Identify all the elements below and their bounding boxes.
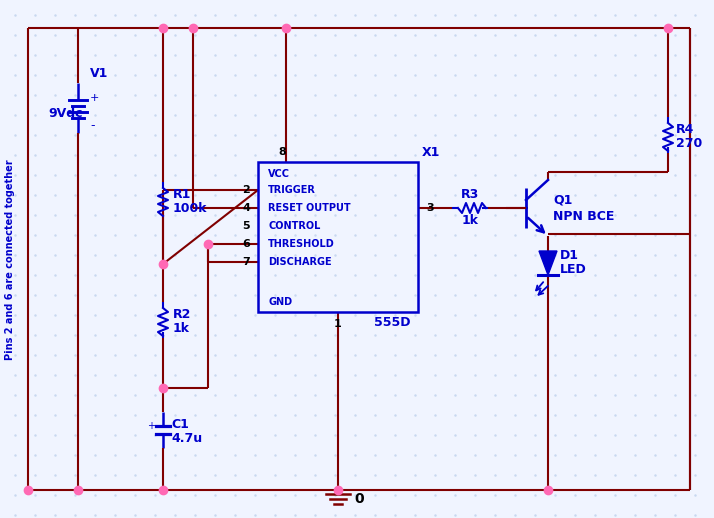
Polygon shape	[539, 251, 557, 275]
Text: Pins 2 and 6 are connected together: Pins 2 and 6 are connected together	[5, 160, 15, 361]
Text: 8: 8	[278, 147, 286, 157]
Text: 5: 5	[242, 221, 250, 231]
Text: 1: 1	[334, 319, 342, 329]
Text: 100k: 100k	[173, 202, 208, 214]
Text: 555D: 555D	[373, 315, 410, 328]
Text: Q1: Q1	[553, 194, 573, 207]
Text: V1: V1	[90, 66, 109, 79]
Text: 7: 7	[242, 257, 250, 267]
Bar	[258, 162, 418, 312]
Text: 1k: 1k	[461, 213, 478, 226]
Text: VCC: VCC	[268, 169, 290, 179]
Text: 1k: 1k	[173, 322, 190, 335]
Text: CONTROL: CONTROL	[268, 221, 321, 231]
Text: R1: R1	[173, 188, 191, 200]
Text: DISCHARGE: DISCHARGE	[268, 257, 331, 267]
Text: 4.7u: 4.7u	[171, 431, 202, 444]
Text: X1: X1	[422, 146, 441, 159]
Text: +: +	[147, 421, 155, 431]
Text: 6: 6	[242, 239, 250, 249]
Text: NPN BCE: NPN BCE	[553, 209, 614, 223]
Text: -: -	[90, 120, 94, 133]
Text: 2: 2	[242, 185, 250, 195]
Text: 3: 3	[426, 203, 433, 213]
Text: R3: R3	[461, 188, 479, 200]
Text: D1: D1	[560, 249, 579, 262]
Text: LED: LED	[560, 263, 587, 276]
Text: GND: GND	[268, 297, 292, 307]
Text: 270: 270	[676, 137, 703, 150]
Text: 4: 4	[242, 203, 250, 213]
Text: RESET OUTPUT: RESET OUTPUT	[268, 203, 351, 213]
Text: C1: C1	[171, 418, 189, 430]
Text: +: +	[90, 93, 99, 103]
Text: TRIGGER: TRIGGER	[268, 185, 316, 195]
Text: R2: R2	[173, 308, 191, 321]
Text: 0: 0	[354, 492, 363, 506]
Text: 9Vdc: 9Vdc	[48, 107, 83, 120]
Text: THRESHOLD: THRESHOLD	[268, 239, 335, 249]
Text: R4: R4	[676, 122, 695, 136]
